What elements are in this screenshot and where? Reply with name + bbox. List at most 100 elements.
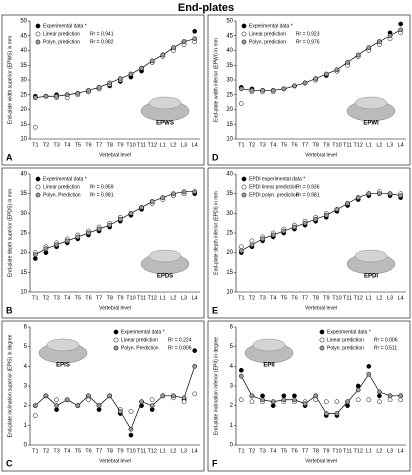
data-point xyxy=(149,199,155,204)
x-tick-label: T3 xyxy=(259,295,265,301)
legend-marker xyxy=(113,337,119,343)
y-tick-label: 35 xyxy=(226,63,233,69)
x-tick-label: T6 xyxy=(85,142,91,148)
x-axis-label: Vertebral level xyxy=(305,458,337,464)
y-tick-label: 1 xyxy=(24,423,28,429)
data-point xyxy=(270,87,276,93)
data-point xyxy=(54,93,59,99)
y-tick-label: 3 xyxy=(24,384,28,390)
x-tick-label: T1 xyxy=(238,142,244,148)
y-axis-label: End-plate depth inferior (EPDI) in mm xyxy=(213,191,219,274)
y-tick-label: 20 xyxy=(20,250,27,256)
data-point xyxy=(75,90,81,96)
x-tick-label: T4 xyxy=(64,295,70,301)
data-point xyxy=(260,87,265,93)
x-tick-label: T12 xyxy=(353,142,362,148)
x-tick-label: T1 xyxy=(32,142,38,148)
data-point xyxy=(377,39,382,45)
y-tick-label: 4 xyxy=(24,364,28,370)
data-point xyxy=(398,27,404,33)
inset-vertebra-top xyxy=(46,338,80,352)
data-point xyxy=(32,252,38,257)
data-point xyxy=(334,411,340,416)
data-point xyxy=(281,397,287,403)
y-tick-label: 45 xyxy=(226,33,233,39)
legend-label: Linear prediction xyxy=(43,31,80,37)
x-tick-label: T5 xyxy=(75,448,81,454)
data-point xyxy=(171,393,176,399)
y-tick-label: 20 xyxy=(226,250,233,256)
x-tick-label: L4 xyxy=(192,295,198,301)
x-tick-label: T4 xyxy=(270,448,276,454)
y-axis-label: End-plate inclination inferior (EPII) in… xyxy=(213,337,219,435)
data-point xyxy=(398,393,404,399)
legend-marker xyxy=(113,329,119,335)
x-tick-label: T10 xyxy=(126,142,135,148)
data-point xyxy=(249,242,255,248)
x-tick-label: T9 xyxy=(323,295,329,301)
data-point xyxy=(171,191,176,197)
x-tick-label: T2 xyxy=(249,295,255,301)
y-tick-label: 4 xyxy=(230,364,234,370)
legend-r2: R² = 0.923 xyxy=(296,31,320,37)
legend-label: EPDI polyn. prediction xyxy=(249,192,299,198)
data-point xyxy=(86,87,91,93)
y-tick-label: 35 xyxy=(20,191,27,197)
data-point xyxy=(398,21,404,27)
x-tick-label: L1 xyxy=(366,142,372,148)
legend-marker xyxy=(241,192,247,198)
legend-marker xyxy=(35,31,41,37)
legend-marker xyxy=(241,31,247,37)
y-tick-label: 3 xyxy=(230,384,234,390)
data-point xyxy=(387,393,393,399)
data-point xyxy=(334,207,340,212)
data-point xyxy=(149,407,155,412)
legend-r2: R² = 0.006 xyxy=(374,337,398,343)
inset-vertebra-top xyxy=(252,338,286,352)
legend-r2: R² = 0.981 xyxy=(296,192,320,198)
data-point xyxy=(387,33,393,39)
legend-marker xyxy=(319,345,325,351)
x-tick-label: T11 xyxy=(137,448,146,454)
x-tick-label: T2 xyxy=(249,448,255,454)
x-tick-label: T5 xyxy=(281,295,287,301)
data-point xyxy=(313,393,319,399)
legend-label: Experimental data * xyxy=(121,329,165,335)
legend-marker xyxy=(35,184,41,190)
data-point xyxy=(149,403,155,409)
y-tick-label: 25 xyxy=(20,231,27,237)
data-point xyxy=(139,205,144,210)
data-point xyxy=(160,52,166,58)
data-point xyxy=(270,399,276,405)
legend-label: Linear prediction xyxy=(121,337,158,343)
legend-r2: R² = 0.224 xyxy=(168,337,192,343)
inset-vertebra-top xyxy=(354,96,388,110)
data-point xyxy=(238,86,244,92)
data-point xyxy=(238,248,244,254)
data-point xyxy=(323,399,329,405)
x-tick-label: T1 xyxy=(238,448,244,454)
panel-frame xyxy=(1,167,205,319)
data-point xyxy=(238,367,244,373)
data-point xyxy=(64,397,70,403)
data-point xyxy=(355,52,361,58)
legend-r2: R² = 0.941 xyxy=(90,31,114,37)
y-tick-label: 15 xyxy=(20,270,27,276)
data-point xyxy=(334,399,340,405)
y-tick-label: 25 xyxy=(226,92,233,98)
x-tick-label: L1 xyxy=(160,448,166,454)
x-tick-label: L3 xyxy=(181,295,187,301)
y-tick-label: 10 xyxy=(226,137,233,143)
x-tick-label: T10 xyxy=(332,142,341,148)
x-tick-label: T4 xyxy=(64,448,70,454)
y-tick-label: 50 xyxy=(226,19,233,25)
legend-label: Linear prediction xyxy=(249,31,286,37)
inset-vertebra-top xyxy=(148,249,182,263)
legend-marker xyxy=(241,39,247,45)
data-point xyxy=(238,101,244,106)
x-tick-label: T12 xyxy=(147,142,156,148)
x-tick-label: T2 xyxy=(43,295,49,301)
x-tick-label: T8 xyxy=(106,142,112,148)
legend-label: Experimental data * xyxy=(43,176,87,182)
